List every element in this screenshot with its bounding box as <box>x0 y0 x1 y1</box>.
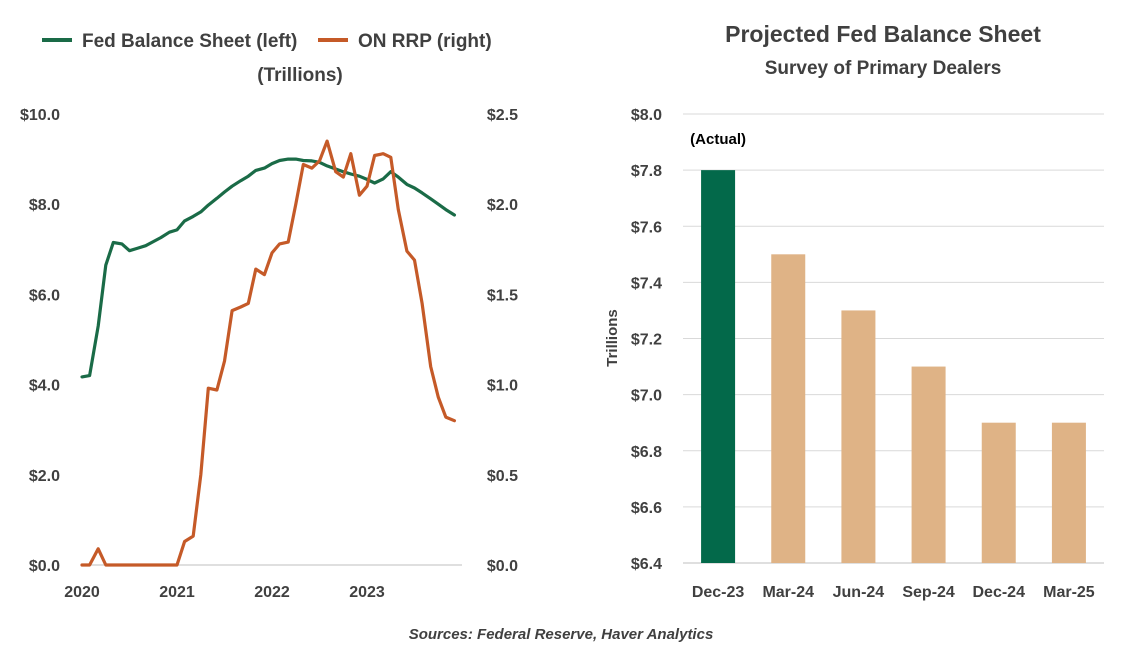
bar-sep-24 <box>911 366 946 563</box>
left-y-tick-label: $2.0 <box>29 468 60 485</box>
right-chart-title: Projected Fed Balance Sheet <box>725 21 1041 47</box>
right-bars <box>701 170 1086 563</box>
left-chart: Fed Balance Sheet (left) ON RRP (right) … <box>20 31 518 601</box>
right-y-tick-label: $2.5 <box>487 107 518 124</box>
left-y-tick-label: $6.0 <box>29 287 60 304</box>
bar-mar-24 <box>771 254 806 563</box>
right-y-axis: $6.4 $6.6 $6.8 $7.0 $7.2 $7.4 $7.6 $7.8 $8.0 <box>631 107 662 573</box>
actual-annotation: (Actual) <box>690 131 746 148</box>
bar-y-tick-label: $7.0 <box>631 388 662 405</box>
right-y-tick-label: $0.5 <box>487 468 518 485</box>
bar-y-tick-label: $7.2 <box>631 332 662 349</box>
left-y-tick-label: $10.0 <box>20 107 60 124</box>
legend-label-on-rrp: ON RRP (right) <box>358 31 492 52</box>
bar-x-tick-label: Mar-24 <box>762 584 814 601</box>
bar-x-tick-label: Dec-23 <box>692 584 745 601</box>
right-y-tick-label: $1.0 <box>487 378 518 395</box>
left-y-axis-right: $0.0 $0.5 $1.0 $1.5 $2.0 $2.5 <box>487 107 518 575</box>
left-y-axis-left: $0.0 $2.0 $4.0 $6.0 $8.0 $10.0 <box>20 107 60 575</box>
right-chart-subtitle: Survey of Primary Dealers <box>765 58 1002 79</box>
left-x-axis: 2020 2021 2022 2023 <box>64 564 462 601</box>
bar-y-tick-label: $7.6 <box>631 219 662 236</box>
right-y-tick-label: $0.0 <box>487 558 518 575</box>
bar-dec-24 <box>981 422 1016 563</box>
right-y-tick-label: $2.0 <box>487 197 518 214</box>
bar-y-tick-label: $6.4 <box>631 556 662 573</box>
bar-dec-23 <box>701 170 736 563</box>
left-y-tick-label: $8.0 <box>29 197 60 214</box>
bar-y-tick-label: $6.8 <box>631 444 662 461</box>
left-y-tick-label: $4.0 <box>29 378 60 395</box>
left-x-tick-label: 2022 <box>254 584 290 601</box>
bar-mar-25 <box>1051 422 1086 563</box>
right-grid <box>683 113 1104 564</box>
right-y-tick-label: $1.5 <box>487 287 518 304</box>
right-y-axis-label: Trillions <box>604 309 621 367</box>
legend-label-fed-balance-sheet: Fed Balance Sheet (left) <box>82 31 297 52</box>
bar-x-tick-label: Dec-24 <box>973 584 1026 601</box>
bar-y-tick-label: $7.4 <box>631 275 662 292</box>
left-chart-subtitle: (Trillions) <box>257 65 343 86</box>
source-note: Sources: Federal Reserve, Haver Analytic… <box>408 626 714 643</box>
bar-x-tick-label: Mar-25 <box>1043 584 1095 601</box>
right-chart: Projected Fed Balance Sheet Survey of Pr… <box>604 21 1104 601</box>
bar-x-tick-label: Sep-24 <box>902 584 955 601</box>
left-plot-area <box>80 139 456 567</box>
bar-y-tick-label: $6.6 <box>631 500 662 517</box>
left-x-tick-label: 2020 <box>64 584 100 601</box>
bar-y-tick-label: $7.8 <box>631 163 662 180</box>
left-x-tick-label: 2021 <box>159 584 195 601</box>
left-x-tick-label: 2023 <box>349 584 385 601</box>
left-y-tick-label: $0.0 <box>29 558 60 575</box>
left-legend: Fed Balance Sheet (left) ON RRP (right) <box>42 31 492 52</box>
bar-y-tick-label: $8.0 <box>631 107 662 124</box>
on-rrp-line <box>80 139 456 567</box>
right-x-axis: Dec-23 Mar-24 Jun-24 Sep-24 Dec-24 Mar-25 <box>692 584 1095 601</box>
bar-x-tick-label: Jun-24 <box>833 584 885 601</box>
bar-jun-24 <box>841 310 876 563</box>
